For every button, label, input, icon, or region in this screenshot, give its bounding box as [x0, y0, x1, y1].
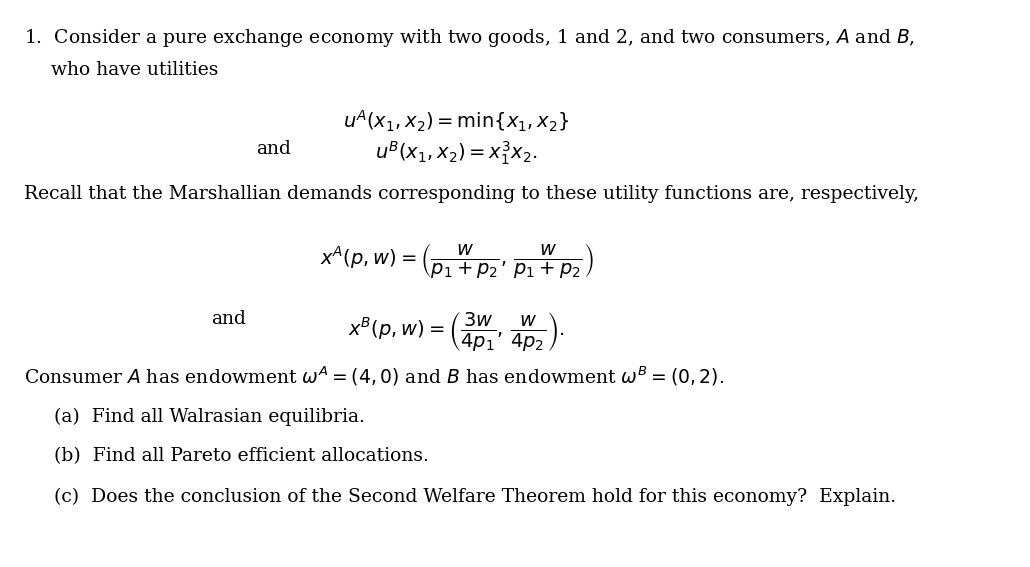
Text: 1.  Consider a pure exchange economy with two goods, 1 and 2, and two consumers,: 1. Consider a pure exchange economy with… [24, 27, 916, 49]
Text: and: and [211, 310, 246, 328]
Text: (c)  Does the conclusion of the Second Welfare Theorem hold for this economy?  E: (c) Does the conclusion of the Second We… [55, 488, 896, 506]
Text: $u^B(x_1, x_2) = x_1^3 x_2.$: $u^B(x_1, x_2) = x_1^3 x_2.$ [375, 139, 538, 167]
Text: $u^A(x_1, x_2) = \min\{x_1, x_2\}$: $u^A(x_1, x_2) = \min\{x_1, x_2\}$ [343, 109, 570, 133]
Text: Recall that the Marshallian demands corresponding to these utility functions are: Recall that the Marshallian demands corr… [24, 185, 919, 203]
Text: $x^B(p,w) = \left(\dfrac{3w}{4p_1},\, \dfrac{w}{4p_2}\right).$: $x^B(p,w) = \left(\dfrac{3w}{4p_1},\, \d… [348, 310, 565, 353]
Text: and: and [256, 139, 291, 158]
Text: (a)  Find all Walrasian equilibria.: (a) Find all Walrasian equilibria. [55, 408, 365, 426]
Text: Consumer $A$ has endowment $\omega^A = (4,0)$ and $B$ has endowment $\omega^B = : Consumer $A$ has endowment $\omega^A = (… [24, 364, 724, 388]
Text: (b)  Find all Pareto efficient allocations.: (b) Find all Pareto efficient allocation… [55, 447, 430, 465]
Text: who have utilities: who have utilities [52, 61, 218, 79]
Text: $x^A(p,w) = \left(\dfrac{w}{p_1+p_2},\, \dfrac{w}{p_1+p_2}\right)$: $x^A(p,w) = \left(\dfrac{w}{p_1+p_2},\, … [319, 241, 593, 280]
